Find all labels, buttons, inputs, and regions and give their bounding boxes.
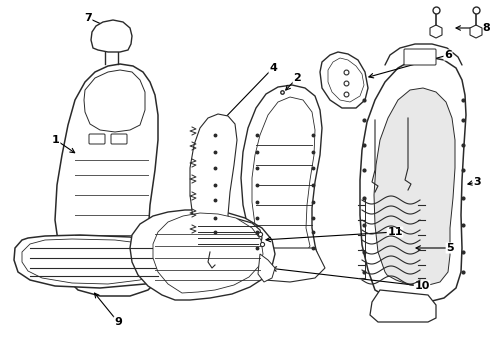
Polygon shape (328, 58, 364, 102)
Polygon shape (22, 239, 163, 284)
FancyBboxPatch shape (111, 134, 127, 144)
Text: 2: 2 (293, 73, 301, 83)
Polygon shape (374, 88, 455, 286)
Polygon shape (55, 64, 158, 296)
Polygon shape (320, 52, 368, 108)
Polygon shape (14, 235, 172, 288)
Text: 5: 5 (446, 243, 454, 253)
Polygon shape (470, 25, 482, 38)
Polygon shape (252, 97, 315, 262)
Text: 3: 3 (473, 177, 481, 187)
Polygon shape (130, 210, 275, 300)
Text: 1: 1 (52, 135, 60, 145)
Polygon shape (244, 248, 325, 282)
Text: 4: 4 (269, 63, 277, 73)
Polygon shape (190, 114, 237, 252)
Polygon shape (370, 290, 436, 322)
Polygon shape (84, 70, 145, 132)
Polygon shape (153, 213, 263, 293)
Polygon shape (360, 57, 466, 302)
Polygon shape (192, 218, 262, 253)
Text: 10: 10 (415, 281, 430, 291)
Text: 11: 11 (387, 227, 403, 237)
Polygon shape (258, 254, 275, 282)
Text: 6: 6 (444, 50, 452, 60)
FancyBboxPatch shape (404, 49, 436, 65)
Polygon shape (241, 85, 322, 272)
FancyBboxPatch shape (89, 134, 105, 144)
Polygon shape (91, 20, 132, 52)
Text: 9: 9 (114, 317, 122, 327)
Text: 8: 8 (482, 23, 490, 33)
Text: 7: 7 (84, 13, 92, 23)
Polygon shape (430, 25, 442, 38)
